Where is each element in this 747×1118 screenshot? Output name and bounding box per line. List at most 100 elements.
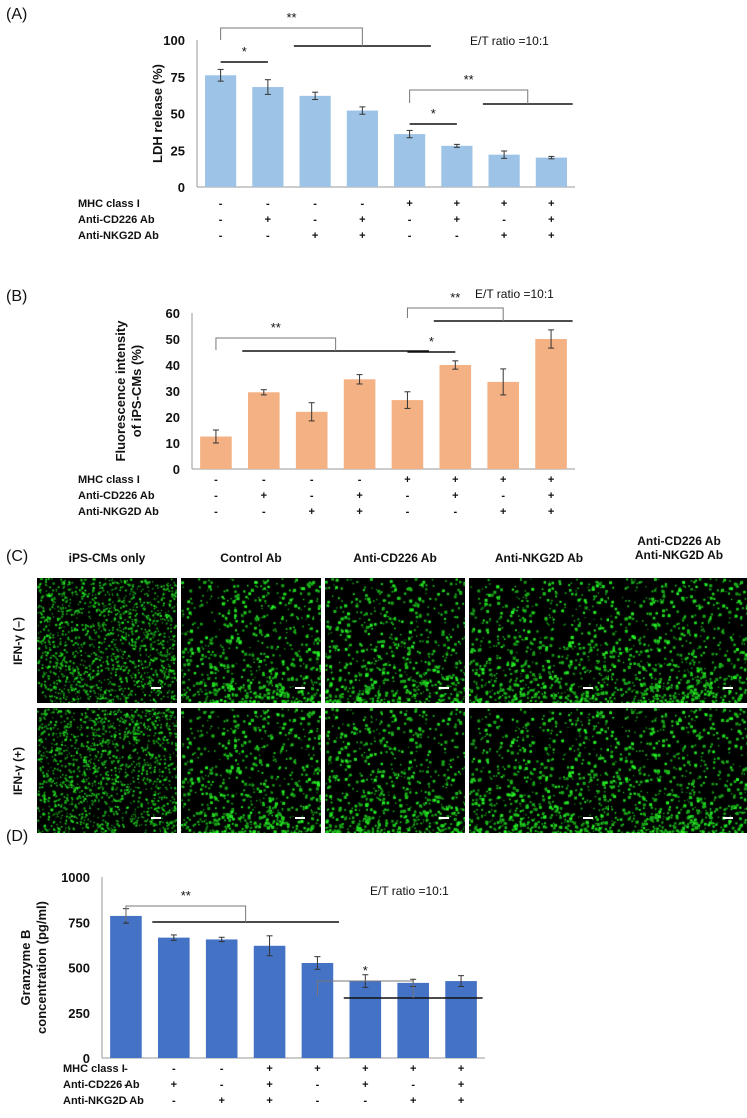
scale-bar	[583, 687, 593, 689]
chart-b-condition-sign: +	[548, 490, 554, 502]
chart-b-bar	[535, 339, 567, 469]
chart-b-condition-sign: -	[501, 490, 505, 502]
chart-d-condition-label: Anti-NKG2D Ab	[63, 1095, 144, 1107]
chart-a-ytick-label: 100	[163, 33, 185, 48]
micrograph-tile	[37, 578, 177, 703]
chart-a-bar	[535, 157, 567, 187]
chart-b-condition-label: Anti-NKG2D Ab	[78, 506, 159, 518]
chart-a-condition-sign: +	[454, 214, 460, 226]
chart-d-ytick-label: 500	[68, 961, 90, 976]
chart-a-condition-sign: +	[454, 198, 460, 210]
panel-label-a: (A)	[6, 6, 28, 23]
chart-b-condition-sign: +	[404, 474, 410, 486]
chart-b-condition-sign: -	[406, 506, 410, 518]
chart-d-condition-sign: +	[458, 1079, 464, 1091]
chart-b-ytick-label: 40	[166, 358, 180, 373]
micrograph-column-header-line: Anti-CD226 Ab	[353, 551, 437, 565]
micrograph-column-header: Anti-CD226 Ab Anti-NKG2D Ab	[609, 534, 747, 562]
micrograph-image	[37, 708, 177, 833]
chart-a-condition-sign: -	[219, 230, 223, 242]
chart-b-sig-star: *	[429, 334, 434, 349]
chart-a-condition-sign: -	[455, 230, 459, 242]
chart-b-condition-sign: +	[356, 506, 362, 518]
micrograph-image	[325, 708, 465, 833]
chart-d-ylabel: Granzyme B	[18, 930, 33, 1006]
chart-a-condition-sign: -	[219, 198, 223, 210]
chart-d-condition-sign: -	[220, 1063, 224, 1075]
chart-d-condition-sign: +	[410, 1095, 416, 1107]
chart-a-condition-sign: +	[548, 198, 554, 210]
chart-b-condition-sign: +	[452, 490, 458, 502]
chart-b-ylabel: Fluorescence intensity	[113, 320, 128, 462]
chart-d-bar	[110, 915, 142, 1058]
chart-d-condition-sign: +	[362, 1079, 368, 1091]
scale-bar	[583, 817, 593, 819]
chart-b-condition-sign: -	[453, 506, 457, 518]
chart-a-condition-sign: +	[359, 230, 365, 242]
chart-b-annotation: E/T ratio =10:1	[475, 287, 554, 301]
chart-d-ytick-label: 250	[68, 1006, 90, 1021]
chart-b-condition-sign: +	[452, 474, 458, 486]
chart-a-condition-label: Anti-NKG2D Ab	[78, 230, 159, 242]
chart-a-sig-bracket	[409, 89, 529, 104]
chart-a-condition-sign: -	[502, 214, 506, 226]
micrograph-image	[609, 708, 747, 833]
chart-a-condition-sign: -	[313, 214, 317, 226]
scale-bar	[151, 687, 161, 689]
chart-b-condition-sign: +	[548, 474, 554, 486]
chart-a-bar	[299, 95, 331, 187]
scale-bar	[723, 817, 733, 819]
chart-b-condition-sign: +	[500, 506, 506, 518]
chart-b-sig-bracket	[406, 307, 504, 321]
chart-a-bar	[441, 145, 473, 187]
chart-b-condition-sign: -	[406, 490, 410, 502]
chart-d-annotation: E/T ratio =10:1	[370, 884, 449, 898]
panel-label-c: (C)	[6, 548, 29, 565]
chart-d-condition-sign: -	[411, 1079, 415, 1091]
chart-d-sig-star: **	[181, 888, 191, 903]
chart-a-bar	[346, 110, 378, 187]
chart-b-bar	[343, 379, 376, 469]
micrograph-column-header: iPS-CMs only	[37, 551, 177, 565]
chart-d-bar	[301, 962, 334, 1058]
chart-d-condition-label: Anti-CD226 Ab	[63, 1079, 140, 1091]
chart-b-condition-sign: -	[358, 474, 362, 486]
chart-a-condition-label: MHC class I	[78, 198, 140, 210]
chart-d-condition-sign: +	[362, 1063, 368, 1075]
chart-d-bar	[158, 937, 190, 1058]
chart-b-bar	[248, 392, 280, 469]
scale-bar	[723, 687, 733, 689]
chart-a-annotation: E/T ratio =10:1	[470, 34, 549, 48]
micrograph-tile	[325, 578, 465, 703]
chart-b-condition-sign: +	[308, 506, 314, 518]
chart-b-bar	[487, 381, 519, 469]
chart-d-condition-label: MHC class I	[63, 1063, 125, 1075]
chart-d-condition-sign: +	[266, 1095, 272, 1107]
chart-b-condition-sign: -	[262, 474, 266, 486]
chart-a-condition-sign: +	[501, 198, 507, 210]
micrograph-column-header: Anti-CD226 Ab	[325, 551, 465, 565]
micrograph-column-header-line: iPS-CMs only	[68, 551, 146, 565]
micrograph-tile	[469, 578, 609, 703]
chart-d-condition-sign: +	[266, 1079, 272, 1091]
micrograph-row-label: IFN-γ (–)	[11, 616, 25, 665]
chart-b-sig-star: **	[271, 320, 281, 335]
micrograph-image	[181, 708, 321, 833]
micrograph-tile	[37, 708, 177, 833]
scale-bar	[439, 817, 449, 819]
chart-d-condition-sign: +	[218, 1095, 224, 1107]
chart-b-condition-sign: +	[548, 506, 554, 518]
chart-b-ytick-label: 30	[166, 384, 180, 399]
panel-label-d: (D)	[6, 828, 29, 845]
chart-d-ytick-label: 750	[68, 915, 90, 930]
chart-a-condition-sign: -	[266, 230, 270, 242]
chart-d-condition-sign: -	[172, 1095, 176, 1107]
chart-d-sig-star: *	[363, 963, 368, 978]
chart-a-bar	[205, 75, 237, 187]
scale-bar	[295, 817, 305, 819]
chart-a-bar	[394, 134, 426, 187]
chart-a-condition-sign: +	[265, 214, 271, 226]
micrograph-tile	[609, 578, 747, 703]
chart-a-ytick-label: 75	[171, 70, 185, 85]
